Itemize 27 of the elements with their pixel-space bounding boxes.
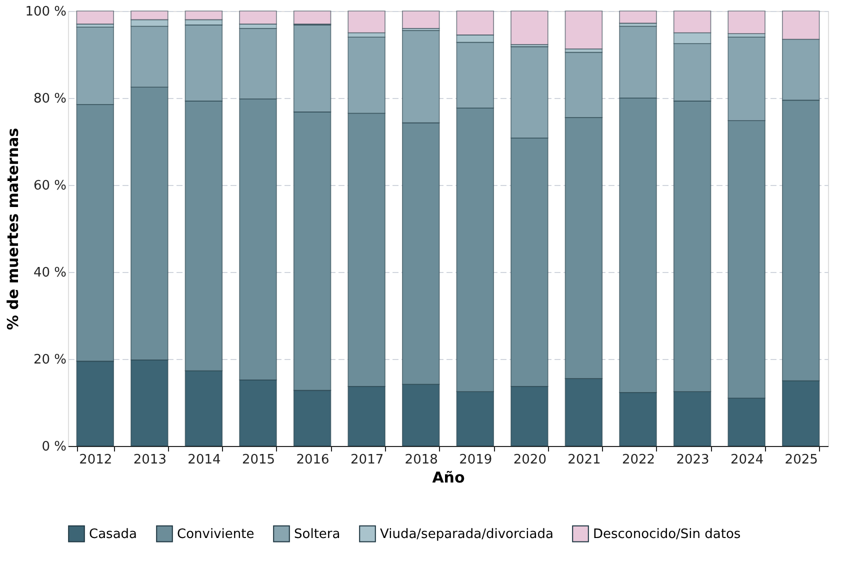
y-tick-label: 20 % [33,352,66,368]
y-tick-label: 60 % [33,178,66,194]
x-tick-label: 2022 [622,452,656,468]
y-axis-title: % de muertes maternas [4,128,22,330]
x-tick-label: 2021 [568,452,601,468]
y-tick-label: 40 % [33,266,66,280]
legend-label: Viuda/separada/divorciada [380,526,554,542]
y-tick-label: 0 % [42,440,66,454]
y-tick-label: 100 % [25,4,66,20]
x-axis-title: Año [432,468,465,486]
x-tick-label: 2023 [676,452,710,468]
x-tick-label: 2015 [242,452,276,468]
x-tick-label: 2017 [350,452,384,468]
x-tick-label: 2019 [459,452,492,468]
legend-label: Soltera [294,526,340,542]
legend-label: Casada [89,526,138,542]
x-tick-label: 2024 [730,452,764,468]
legend-label: Conviviente [177,526,254,542]
x-tick-label: 2018 [404,452,438,468]
x-tick-label: 2025 [784,452,818,468]
legend-label: Desconocido/Sin datos [593,526,741,542]
x-tick-label: 2014 [188,452,221,468]
x-tick-label: 2013 [133,452,166,468]
x-tick-label: 2012 [79,452,112,468]
x-tick-label: 2020 [513,452,546,468]
x-tick-label: 2016 [296,452,330,468]
y-tick-label: 80 % [33,92,66,106]
